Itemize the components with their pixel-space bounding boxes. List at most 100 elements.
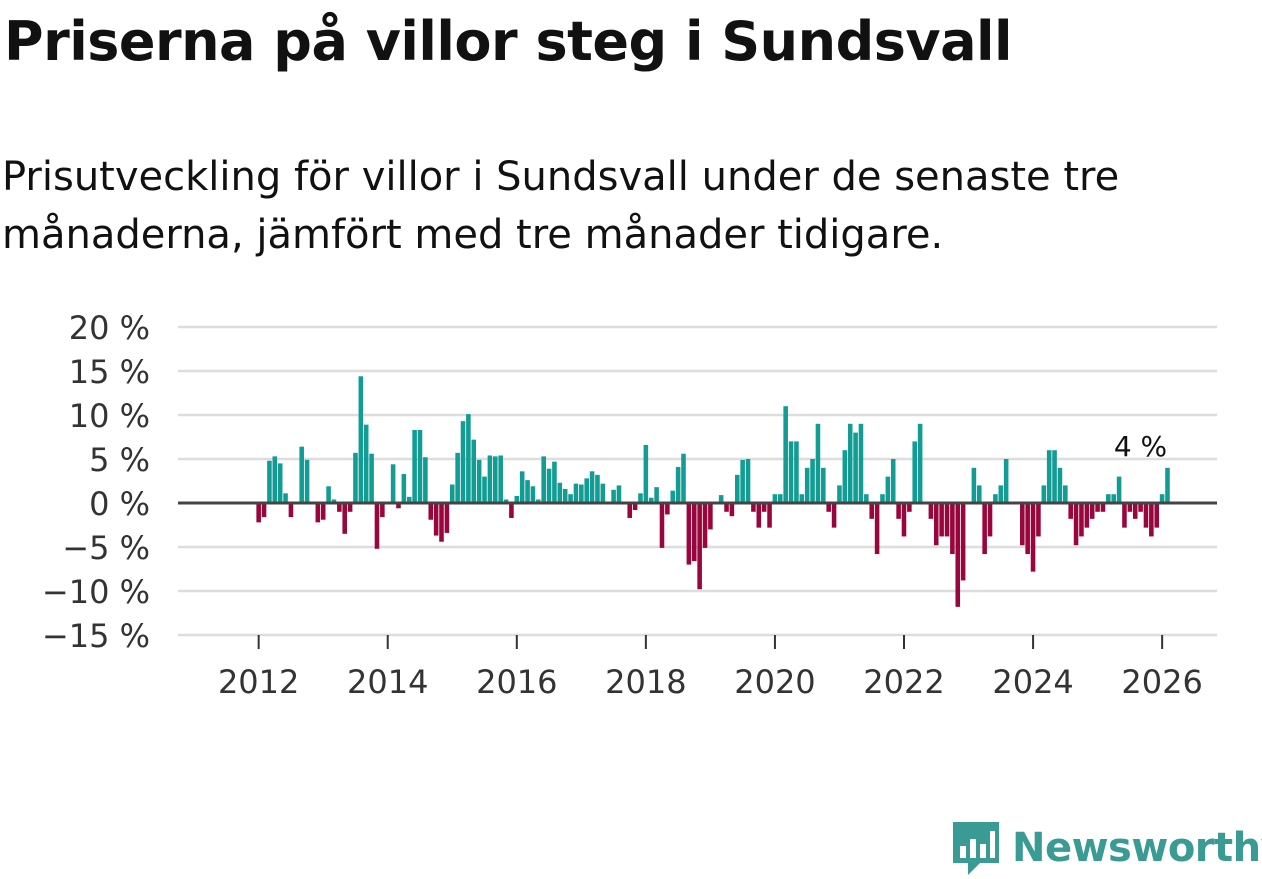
bar: [514, 495, 520, 503]
bar: [982, 503, 987, 555]
bar: [277, 463, 283, 503]
bar: [589, 471, 595, 503]
bar: [665, 503, 670, 515]
bar: [691, 503, 697, 562]
bar: [1132, 503, 1138, 519]
bar: [955, 503, 961, 607]
bar: [837, 485, 842, 503]
y-tick-label: 0 %: [89, 485, 150, 523]
bar: [261, 503, 267, 518]
bar: [541, 456, 546, 503]
bar: [476, 459, 482, 503]
bar: [998, 485, 1004, 503]
newsworthy-logo: Newsworthy: [950, 818, 1262, 878]
y-tick-label: 20 %: [69, 309, 150, 347]
bar: [1084, 503, 1090, 528]
bar: [600, 483, 606, 503]
bar: [519, 471, 525, 503]
bar: [799, 494, 805, 503]
bar: [912, 441, 918, 503]
bar: [460, 421, 466, 503]
bar: [498, 455, 503, 503]
bar: [718, 495, 724, 503]
bar: [342, 503, 347, 534]
bar: [487, 455, 493, 503]
bar: [423, 457, 428, 503]
bar: [1165, 467, 1170, 503]
bar: [939, 503, 944, 537]
bar: [734, 474, 740, 503]
bar: [729, 503, 735, 517]
bar: [444, 503, 450, 533]
x-tick-label: 2014: [347, 663, 428, 701]
bar: [326, 486, 331, 503]
bar: [708, 503, 713, 530]
bar: [675, 466, 681, 503]
last-value-annotation: 4 %: [1114, 430, 1167, 463]
bar: [751, 503, 756, 512]
bar: [380, 503, 385, 518]
bar: [815, 423, 821, 503]
bar: [890, 459, 896, 503]
bar: [433, 503, 439, 536]
bar: [971, 467, 977, 503]
bar: [272, 456, 278, 503]
bar: [901, 503, 907, 537]
bar: [874, 503, 880, 555]
bar: [315, 503, 321, 523]
bar: [627, 503, 633, 518]
bar: [1052, 450, 1057, 503]
bar: [1138, 503, 1143, 512]
bar: [611, 489, 616, 503]
bar: [1154, 503, 1160, 528]
x-axis: 2012 2014 2016 2018 2020 2022 2024 2026: [178, 634, 1217, 701]
bar: [772, 494, 778, 503]
bar: [493, 456, 498, 503]
bar: [337, 503, 342, 512]
bar: [648, 497, 654, 503]
bar: [681, 453, 686, 503]
chart-title: Priserna på villor steg i Sundsvall: [4, 10, 1013, 73]
bar: [401, 473, 407, 503]
chart-subtitle: Prisutveckling för villor i Sundsvall un…: [2, 154, 1120, 258]
y-tick-label: 5 %: [89, 441, 150, 479]
bar: [724, 503, 729, 512]
bar: [1063, 485, 1068, 503]
bar: [928, 503, 934, 519]
bar: [1122, 503, 1127, 528]
x-tick-label: 2026: [1121, 663, 1202, 701]
y-tick-label: −10 %: [42, 573, 150, 611]
bar: [1073, 503, 1079, 546]
bar: [933, 503, 939, 546]
bar-chart: 20 %15 %10 %5 %0 %−5 %−10 %−15 % 2012 201…: [42, 309, 1217, 701]
bar: [858, 423, 864, 503]
bar: [804, 467, 810, 503]
bar: [880, 494, 885, 503]
bar: [552, 461, 557, 503]
bar: [358, 376, 364, 503]
bar: [568, 494, 573, 503]
bar: [536, 499, 541, 503]
bar: [740, 459, 745, 503]
bar: [304, 459, 310, 503]
bar: [686, 503, 692, 565]
bar: [788, 441, 794, 503]
bar: [847, 423, 853, 503]
bar: [417, 429, 423, 503]
bar: [390, 464, 396, 503]
bar: [369, 453, 374, 503]
bar: [353, 452, 358, 503]
bar: [579, 484, 584, 503]
bar: [509, 503, 514, 518]
bar: [670, 490, 676, 503]
bar: [767, 503, 772, 528]
bar: [1143, 503, 1149, 528]
bar: [654, 487, 659, 503]
bar: [993, 494, 998, 503]
bar: [896, 503, 901, 519]
bar: [503, 499, 509, 503]
y-tick-label: 15 %: [69, 353, 150, 391]
bar: [525, 480, 530, 503]
bar: [702, 503, 708, 548]
bar: [299, 446, 304, 503]
